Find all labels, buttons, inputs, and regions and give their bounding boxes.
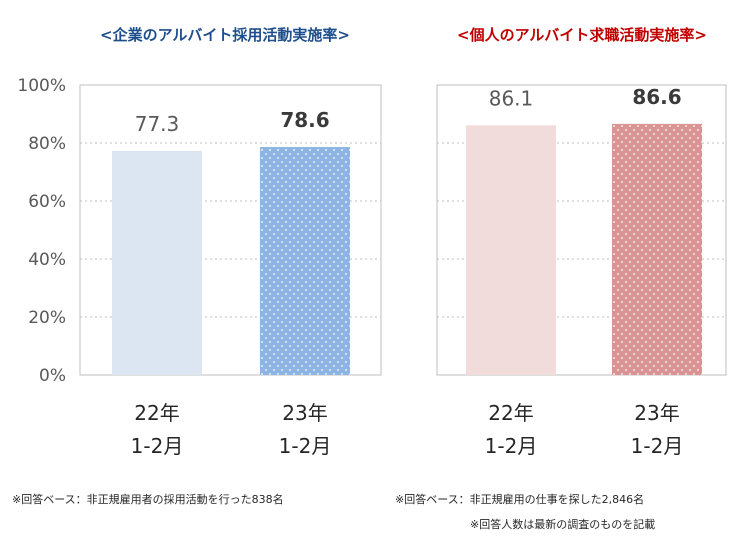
- y-tick-label: 100%: [17, 76, 66, 96]
- x-tick-label-months: 1-2月: [631, 434, 684, 458]
- y-tick-label: 0%: [39, 366, 66, 386]
- footnote: ※回答ベース：非正規雇用の仕事を探した2,846名: [395, 492, 644, 506]
- x-tick-label-year: 22年: [488, 401, 533, 425]
- bar-2: [260, 147, 350, 375]
- footnote: ※回答ベース：非正規雇用者の採用活動を行った838名: [12, 492, 284, 506]
- x-tick-label-months: 1-2月: [485, 434, 538, 458]
- bar-1: [112, 150, 202, 375]
- data-label: 86.1: [489, 86, 534, 110]
- data-label: 86.6: [632, 85, 681, 109]
- x-tick-label-months: 1-2月: [131, 434, 184, 458]
- x-tick-label-months: 1-2月: [279, 434, 332, 458]
- y-tick-label: 40%: [28, 250, 66, 270]
- y-tick-label: 60%: [28, 192, 66, 212]
- data-label: 78.6: [280, 108, 329, 132]
- data-label: 77.3: [135, 112, 180, 136]
- bar-2: [612, 123, 702, 375]
- chart-title: <企業のアルバイト採用活動実施率>: [100, 26, 350, 44]
- y-tick-label: 80%: [28, 134, 66, 154]
- x-tick-label-year: 22年: [134, 401, 179, 425]
- bar-1: [466, 125, 556, 375]
- x-tick-label-year: 23年: [282, 401, 327, 425]
- y-tick-label: 20%: [28, 308, 66, 328]
- x-tick-label-year: 23年: [634, 401, 679, 425]
- footnote-2: ※回答人数は最新の調査のものを記載: [470, 517, 655, 531]
- chart-title: <個人のアルバイト求職活動実施率>: [457, 26, 707, 44]
